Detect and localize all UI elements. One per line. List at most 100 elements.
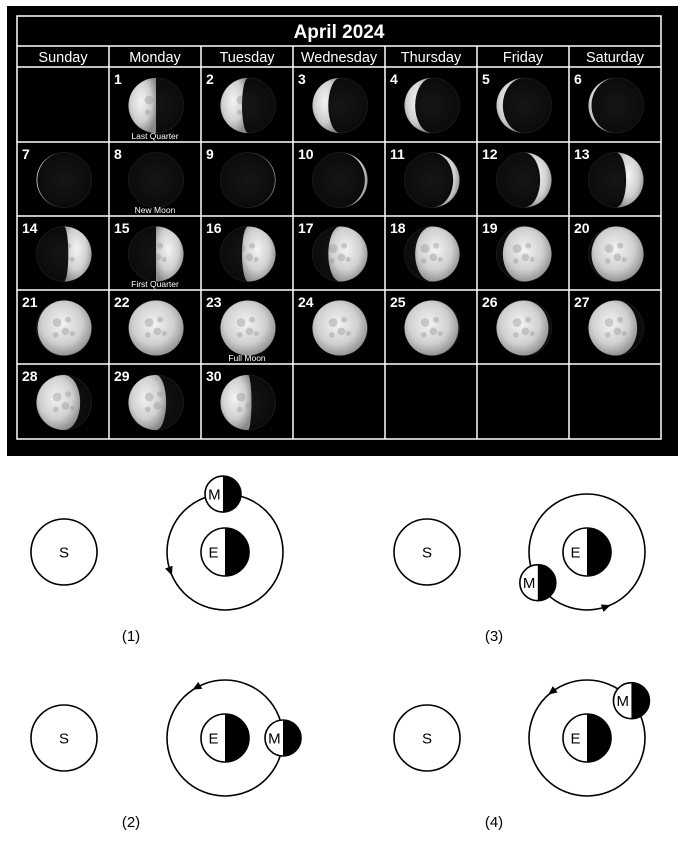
day-cell: 17 bbox=[298, 220, 368, 282]
moon-phase-icon bbox=[496, 152, 552, 208]
day-cell: 24 bbox=[298, 294, 368, 356]
moon-phase-icon bbox=[36, 300, 92, 356]
moon-phase-icon bbox=[220, 374, 276, 431]
day-number: 6 bbox=[574, 71, 582, 87]
day-number: 11 bbox=[390, 146, 405, 162]
day-cell: 21 bbox=[22, 294, 92, 356]
day-cell: 26 bbox=[482, 294, 552, 356]
moon-phase-icon bbox=[496, 226, 552, 282]
day-number: 16 bbox=[206, 220, 222, 236]
moon-label: M bbox=[268, 731, 281, 748]
day-number: 19 bbox=[482, 220, 498, 236]
moon-phase-icon bbox=[404, 300, 460, 356]
day-number: 29 bbox=[114, 368, 130, 384]
moon-phase-calendar: April 2024 Sunday Monday Tuesday Wednesday T… bbox=[7, 6, 678, 456]
day-number: 15 bbox=[114, 220, 130, 236]
day-number: 24 bbox=[298, 294, 314, 310]
weekday-header: Tuesday bbox=[219, 50, 275, 66]
day-cell: 8 New Moon bbox=[114, 146, 184, 215]
moon-orbit bbox=[528, 493, 646, 611]
moon-phase-icon bbox=[220, 152, 276, 208]
day-cell: 12 bbox=[482, 146, 552, 208]
day-number: 8 bbox=[114, 146, 122, 162]
moon-phase-icon bbox=[36, 374, 92, 431]
weekday-header: Monday bbox=[129, 50, 181, 66]
phase-label: Last Quarter bbox=[131, 131, 178, 141]
moon-label: M bbox=[617, 693, 630, 710]
day-cell: 7 bbox=[22, 146, 92, 208]
moon-phase-icon bbox=[36, 152, 92, 208]
phase-label: New Moon bbox=[135, 205, 176, 215]
calendar-border bbox=[16, 15, 662, 440]
day-cell: 22 bbox=[114, 294, 184, 356]
diagram-number: (1) bbox=[122, 628, 140, 645]
day-number: 14 bbox=[22, 220, 38, 236]
earth: E bbox=[200, 713, 250, 763]
earth: E bbox=[562, 527, 612, 577]
day-cell: 19 bbox=[482, 220, 552, 282]
moon-phase-icon bbox=[220, 77, 276, 134]
day-cell: 5 bbox=[482, 71, 552, 134]
weekday-header: Saturday bbox=[586, 50, 645, 66]
earth-label: E bbox=[208, 545, 218, 562]
day-number: 2 bbox=[206, 71, 214, 87]
day-cell: 15 First Quarter bbox=[114, 220, 184, 289]
moon-phase-icon bbox=[220, 226, 276, 282]
day-cell: 20 bbox=[574, 220, 644, 282]
moon: M bbox=[204, 475, 242, 513]
day-number: 22 bbox=[114, 294, 130, 310]
sun-earth-moon-diagrams: S E M (1) S E M (2) S E M (3) S E M (4) bbox=[0, 460, 686, 855]
moon-phase-icon bbox=[404, 77, 460, 134]
orbit-arrow-icon bbox=[548, 686, 558, 695]
day-cell: 23 Full Moon bbox=[206, 294, 276, 363]
moon-label: M bbox=[208, 487, 221, 504]
day-cell: 27 bbox=[574, 294, 644, 356]
sun: S bbox=[393, 518, 461, 586]
day-cell: 29 bbox=[114, 368, 184, 431]
earth-label: E bbox=[570, 731, 580, 748]
moon-label: M bbox=[523, 575, 536, 592]
diagram-figure: S E M (1) S E M (2) S E M (3) S E M (4) bbox=[30, 475, 651, 831]
day-cell: 25 bbox=[390, 294, 460, 356]
day-number: 1 bbox=[114, 71, 122, 87]
day-number: 12 bbox=[482, 146, 498, 162]
day-number: 7 bbox=[22, 146, 30, 162]
diagram-4: S E M (4) bbox=[393, 679, 651, 831]
earth-label: E bbox=[570, 545, 580, 562]
day-number: 23 bbox=[206, 294, 222, 310]
moon-phase-icon bbox=[36, 226, 92, 282]
day-number: 28 bbox=[22, 368, 38, 384]
day-number: 26 bbox=[482, 294, 498, 310]
day-cell: 16 bbox=[206, 220, 276, 282]
day-number: 20 bbox=[574, 220, 590, 236]
day-cell: 10 bbox=[298, 146, 368, 208]
earth: E bbox=[562, 713, 612, 763]
day-number: 5 bbox=[482, 71, 490, 87]
day-number: 10 bbox=[298, 146, 314, 162]
day-number: 13 bbox=[574, 146, 590, 162]
moon-phase-icon bbox=[312, 152, 368, 208]
calendar-grid: April 2024 Sunday Monday Tuesday Wednesday T… bbox=[16, 15, 662, 440]
moon-phase-icon bbox=[588, 77, 644, 134]
phase-label: First Quarter bbox=[131, 279, 179, 289]
day-cell: 4 bbox=[390, 71, 460, 134]
sun: S bbox=[30, 518, 98, 586]
earth: E bbox=[200, 527, 250, 577]
moon-phase-icon bbox=[588, 300, 644, 356]
day-number: 4 bbox=[390, 71, 398, 87]
sun: S bbox=[393, 704, 461, 772]
moon-phase-icon bbox=[404, 152, 460, 208]
sun: S bbox=[30, 704, 98, 772]
day-number: 21 bbox=[22, 294, 38, 310]
diagram-1: S E M (1) bbox=[30, 475, 284, 645]
moon-phase-icon bbox=[312, 77, 368, 134]
phase-label: Full Moon bbox=[228, 353, 266, 363]
day-cell: 9 bbox=[206, 146, 276, 208]
moon-phase-icon bbox=[588, 152, 644, 208]
moon-phase-icon bbox=[588, 226, 644, 282]
moon-phase-icon bbox=[128, 300, 184, 356]
day-cell: 3 bbox=[298, 71, 368, 134]
day-cell: 14 bbox=[22, 220, 92, 282]
day-cell: 6 bbox=[574, 71, 644, 134]
moon-phase-icon bbox=[128, 226, 184, 282]
